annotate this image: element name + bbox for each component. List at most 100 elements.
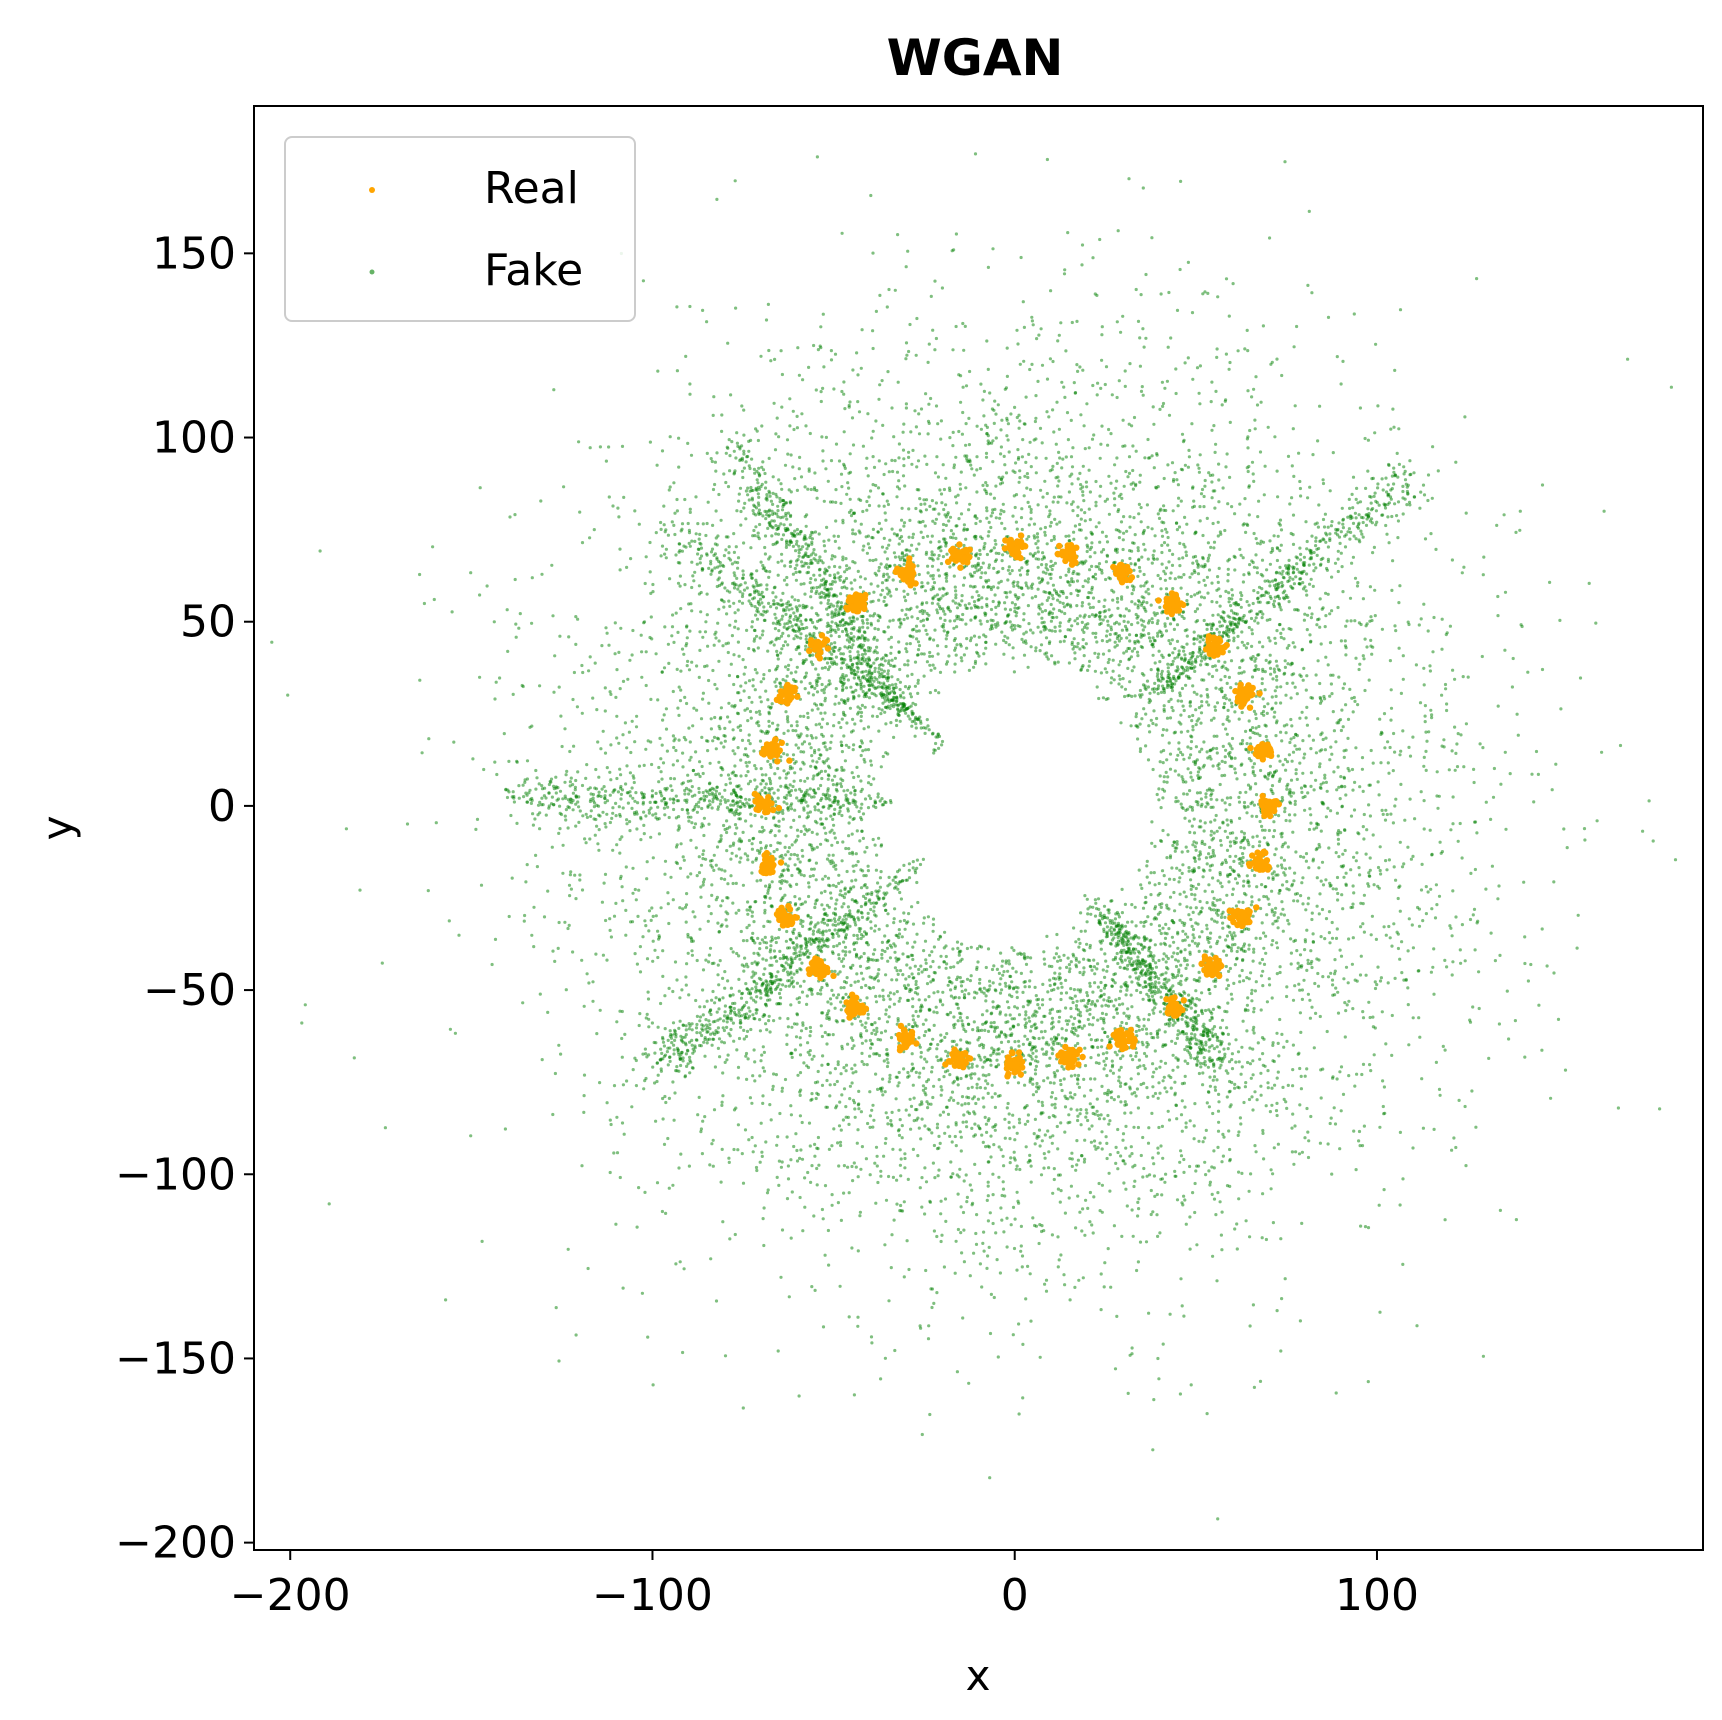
fake-point: [754, 767, 758, 771]
fake-point: [928, 504, 932, 508]
fake-point: [1513, 1019, 1517, 1023]
fake-point: [1187, 715, 1191, 719]
fake-point: [1093, 981, 1097, 985]
fake-point: [1074, 1004, 1079, 1008]
fake-point: [699, 717, 704, 721]
fake-point: [1228, 966, 1232, 971]
fake-point: [723, 726, 727, 731]
fake-point: [1216, 520, 1220, 524]
fake-point: [913, 684, 918, 688]
fake-point: [774, 606, 779, 610]
fake-point: [1221, 744, 1225, 749]
fake-point: [1048, 1135, 1052, 1139]
fake-point: [829, 358, 834, 362]
fake-point: [1386, 981, 1390, 985]
fake-point: [679, 1038, 684, 1042]
fake-point: [1240, 1065, 1244, 1069]
fake-point: [952, 1015, 956, 1019]
fake-point: [996, 1355, 1000, 1359]
fake-point: [717, 659, 721, 663]
fake-point: [498, 676, 502, 680]
fake-point: [1321, 781, 1325, 785]
fake-point: [824, 467, 828, 471]
fake-point: [591, 696, 595, 700]
fake-point: [1126, 1007, 1130, 1011]
fake-point: [614, 814, 618, 818]
fake-point: [1299, 552, 1303, 557]
fake-point: [937, 691, 941, 695]
fake-point: [975, 424, 979, 428]
fake-point: [707, 701, 711, 705]
fake-point: [828, 1083, 832, 1087]
fake-point: [661, 949, 665, 953]
fake-point: [886, 502, 891, 507]
fake-point: [1293, 1124, 1297, 1128]
fake-point: [935, 1126, 940, 1130]
fake-point: [1456, 839, 1460, 843]
fake-point: [1083, 929, 1087, 933]
fake-point: [1251, 1303, 1255, 1307]
fake-point: [741, 569, 745, 573]
fake-point: [794, 1132, 798, 1136]
fake-point: [1287, 753, 1291, 757]
fake-point: [898, 919, 902, 923]
fake-point: [515, 821, 519, 826]
fake-point: [1178, 1160, 1182, 1164]
fake-point: [965, 1125, 969, 1129]
fake-point: [977, 594, 981, 598]
fake-point: [578, 878, 582, 882]
fake-point: [1268, 1110, 1272, 1114]
fake-point: [1388, 745, 1392, 750]
fake-point: [949, 529, 954, 533]
fake-point: [1363, 637, 1367, 641]
fake-point: [836, 1060, 840, 1064]
fake-point: [922, 916, 926, 920]
fake-point: [1192, 499, 1196, 503]
fake-point: [916, 900, 920, 905]
fake-point: [814, 899, 818, 903]
fake-point: [1318, 597, 1322, 601]
fake-point: [1252, 1010, 1256, 1014]
fake-point: [1048, 1081, 1053, 1085]
fake-point: [824, 817, 828, 821]
fake-point: [1289, 737, 1293, 741]
fake-point: [1079, 483, 1083, 487]
fake-point: [575, 705, 580, 709]
fake-point: [1401, 677, 1405, 681]
fake-point: [1018, 1167, 1022, 1172]
fake-point: [794, 760, 798, 764]
fake-point: [1438, 840, 1442, 844]
fake-point: [1083, 510, 1087, 515]
fake-point: [1099, 1113, 1103, 1117]
fake-point: [1120, 911, 1124, 915]
fake-point: [758, 636, 762, 640]
fake-point: [1191, 724, 1195, 729]
fake-point: [857, 1102, 861, 1106]
fake-point: [1175, 623, 1180, 627]
fake-point: [654, 1119, 658, 1123]
fake-point: [1299, 786, 1304, 790]
fake-point: [1060, 610, 1064, 614]
fake-point: [813, 808, 817, 812]
fake-point: [936, 1058, 940, 1063]
fake-point: [709, 457, 713, 461]
fake-point: [779, 1165, 784, 1169]
fake-point: [815, 1166, 819, 1171]
fake-point: [774, 616, 778, 620]
fake-point: [833, 928, 837, 932]
fake-point: [1070, 577, 1074, 581]
fake-point: [875, 974, 879, 978]
fake-point: [726, 650, 730, 655]
fake-point: [615, 1115, 619, 1119]
fake-point: [1098, 237, 1102, 242]
fake-point: [1282, 672, 1286, 676]
fake-point: [1101, 696, 1105, 700]
fake-point: [877, 504, 881, 508]
fake-point: [1220, 759, 1224, 764]
fake-point: [1307, 209, 1311, 213]
fake-point: [633, 740, 637, 744]
fake-point: [937, 574, 942, 578]
fake-point: [735, 826, 739, 830]
fake-point: [811, 777, 815, 781]
fake-point: [1044, 1278, 1049, 1282]
